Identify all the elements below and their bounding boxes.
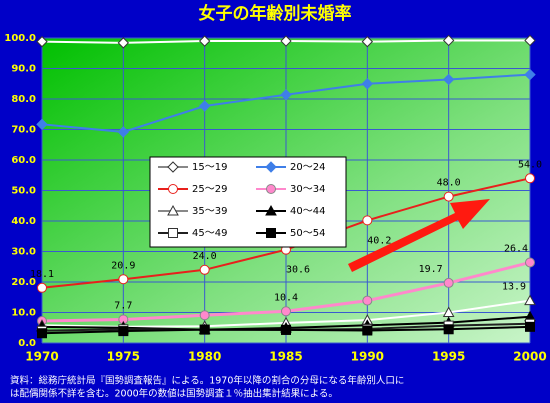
data-point [198,35,211,47]
data-point [361,35,374,48]
data-label: 19.7 [419,264,443,275]
data-label: 20.9 [111,260,135,271]
data-label: 13.9 [502,282,526,293]
data-point [118,274,129,285]
chart-title: 女子の年齢別未婚率 [199,3,352,24]
data-point [280,35,292,47]
data-point [443,191,454,202]
data-point [281,324,291,335]
data-label: 40.2 [367,235,391,246]
data-label: 24.0 [193,251,217,262]
y-tick-label: 60.0 [11,155,36,166]
y-tick-label: 30.0 [11,247,36,258]
legend-marker [266,228,276,238]
data-point [199,264,210,275]
data-point [443,277,454,288]
data-point [36,118,48,131]
legend-label: 40～44 [290,206,325,217]
data-point [525,173,535,184]
data-point [281,306,291,317]
y-tick-label: 20.0 [11,277,36,288]
data-point [525,321,535,332]
legend-marker [167,161,179,173]
data-point [362,295,373,306]
data-point [442,34,455,47]
data-point [524,294,536,306]
data-label: 10.4 [274,292,298,303]
legend-label: 35～39 [192,206,227,217]
legend-marker [168,184,178,194]
y-tick-label: 80.0 [11,94,36,105]
data-point [362,325,373,336]
data-point [117,126,130,138]
data-label: 30.6 [286,265,310,276]
data-point [442,73,455,86]
legend-marker [265,161,277,173]
y-tick-label: 90.0 [11,64,36,75]
data-point [199,310,210,321]
legend-label: 50～54 [290,228,325,239]
y-tick-label: 10.0 [11,308,36,319]
data-label: 48.0 [437,178,461,189]
data-point [443,324,454,335]
y-tick-label: 100.0 [4,33,36,44]
data-point [198,100,211,112]
legend-marker [167,204,179,216]
data-point [524,34,536,47]
legend-label: 20～24 [290,162,325,173]
legend-label: 45～49 [192,228,227,239]
data-point [118,326,129,337]
data-label: 18.1 [30,269,54,280]
legend-label: 15～19 [192,162,227,173]
data-point [280,89,292,101]
x-tick-label: 1990 [351,350,384,364]
y-tick-label: 70.0 [11,125,36,136]
data-point [36,35,48,48]
x-tick-label: 1995 [432,350,465,364]
y-tick-label: 50.0 [11,186,36,197]
data-point [442,306,455,317]
y-tick-label: 0.0 [18,338,36,349]
legend-label: 30～34 [290,184,325,195]
legend-label: 25～29 [192,184,227,195]
x-tick-label: 2000 [513,350,546,364]
data-point [525,257,535,268]
x-tick-label: 1970 [25,350,58,364]
legend-marker [266,184,276,194]
data-point [117,37,130,49]
data-label: 26.4 [504,243,528,254]
trend-arrow [348,199,490,272]
legend-marker [168,228,178,238]
data-point [524,68,536,81]
legend-marker [265,204,277,216]
x-tick-label: 1980 [188,350,221,364]
data-point [37,328,47,339]
x-tick-label: 1985 [269,350,302,364]
footnote: は配偶関係不詳を含む。2000年の数値は国勢調査１％抽出集計結果による。 [10,388,338,400]
data-label: 54.0 [518,159,542,170]
footnote: 資料：総務庁統計局『国勢調査報告』による。1970年以降の割合の分母になる年齢別… [10,375,404,387]
data-point [362,215,373,226]
data-point [199,324,210,335]
data-label: 7.7 [114,301,132,312]
x-tick-label: 1975 [107,350,140,364]
data-point [361,78,374,90]
data-point [37,282,47,293]
y-tick-label: 40.0 [11,216,36,227]
